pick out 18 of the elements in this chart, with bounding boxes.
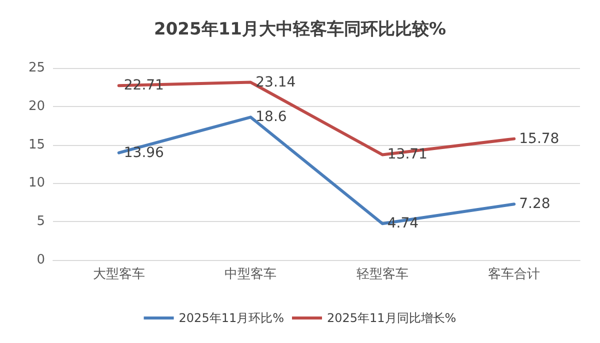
y-tick-label: 0	[36, 252, 45, 268]
chart-title: 2025年11月大中轻客车同环比比较%	[154, 20, 446, 40]
data-label: 13.96	[124, 144, 164, 161]
data-label: 23.14	[256, 74, 296, 90]
data-label: 15.78	[519, 130, 560, 147]
y-tick-label: 15	[28, 137, 45, 152]
x-tick-label: 中型客车	[224, 266, 277, 282]
y-tick-label: 25	[28, 60, 45, 76]
legend-label: 2025年11月环比%	[178, 311, 284, 325]
data-label: 18.6	[256, 109, 287, 126]
y-tick-label: 5	[36, 214, 45, 230]
x-tick-label: 轻型客车	[356, 266, 408, 282]
y-tick-label: 20	[28, 98, 45, 114]
x-tick-label: 客车合计	[488, 266, 540, 282]
data-label: 7.28	[519, 196, 550, 212]
x-tick-label: 大型客车	[92, 266, 145, 282]
legend-label: 2025年11月同比增长%	[327, 311, 456, 325]
y-tick-label: 10	[28, 176, 45, 191]
